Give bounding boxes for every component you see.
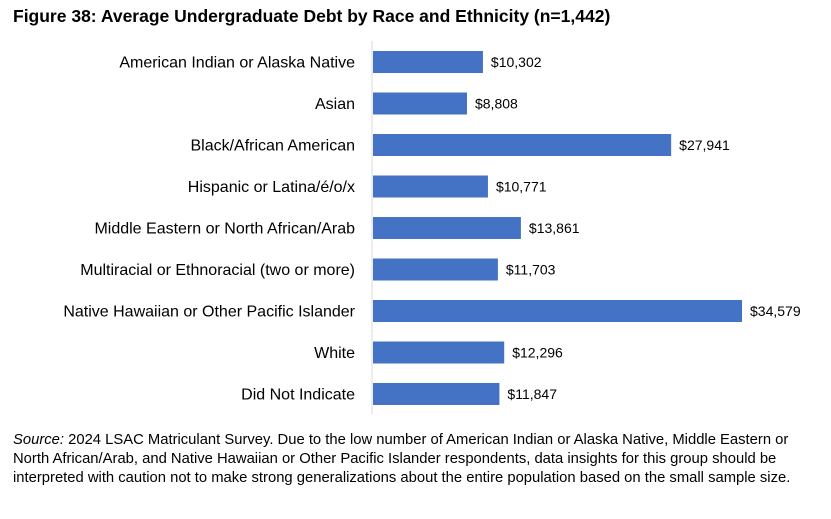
- category-label: Black/African American: [190, 138, 355, 155]
- bar: [373, 341, 505, 364]
- bar: [373, 217, 521, 239]
- category-label: Native Hawaiian or Other Pacific Islande…: [63, 304, 355, 321]
- data-label: $12,296: [512, 345, 563, 361]
- data-label: $27,941: [679, 137, 730, 153]
- data-label: $11,847: [507, 386, 557, 402]
- category-label: Multiracial or Ethnoracial (two or more): [80, 262, 355, 279]
- data-label: $10,771: [496, 179, 547, 195]
- bar: [373, 134, 672, 156]
- data-label: $11,703: [506, 262, 556, 278]
- category-label: Asian: [315, 96, 355, 113]
- category-label: Middle Eastern or North African/Arab: [94, 221, 355, 238]
- bar: [373, 258, 498, 281]
- bar: [373, 92, 467, 115]
- source-text: 2024 LSAC Matriculant Survey. Due to the…: [13, 432, 791, 486]
- category-label: American Indian or Alaska Native: [119, 55, 355, 72]
- source-label: Source:: [13, 432, 64, 448]
- data-label: $10,302: [491, 54, 542, 70]
- bar: [373, 51, 483, 73]
- category-label: Hispanic or Latina/é/o/x: [188, 179, 355, 196]
- bar: [373, 300, 742, 322]
- bar: [373, 383, 500, 405]
- bar-chart: American Indian or Alaska Native $10,302 A…: [63, 41, 801, 414]
- data-label: $8,808: [475, 96, 518, 112]
- data-label: $34,579: [750, 303, 801, 319]
- bar: [373, 175, 488, 198]
- data-label: $13,861: [529, 220, 580, 236]
- source-note: Source: 2024 LSAC Matriculant Survey. Du…: [13, 431, 813, 488]
- category-label: Did Not Indicate: [241, 387, 355, 404]
- category-label: White: [314, 345, 355, 362]
- chart-title: Figure 38: Average Undergraduate Debt by…: [13, 6, 611, 26]
